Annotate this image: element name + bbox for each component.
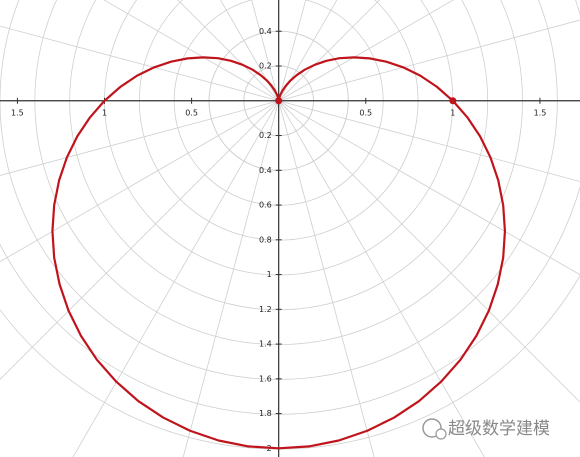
point	[275, 97, 283, 105]
radial-grid-line	[278, 100, 580, 276]
y-tick-label: 0.6	[259, 201, 272, 210]
radial-grid-line	[103, 0, 279, 102]
curve	[51, 56, 507, 450]
point	[449, 97, 457, 105]
y-tick-label: 1.4	[259, 340, 272, 349]
radial-grid-line	[278, 0, 307, 101]
y-tick-label: 0.2	[259, 131, 272, 140]
x-tick-label: 1	[102, 108, 107, 117]
x-tick-label: 0.5	[185, 108, 198, 117]
radial-grid-line	[278, 100, 485, 457]
radial-grid-line	[278, 0, 338, 101]
radial-grid-line	[0, 100, 279, 381]
radial-grid-line	[278, 0, 381, 102]
y-tick-label: 1.6	[259, 374, 272, 383]
watermark: 超级数学建模	[448, 419, 550, 439]
watermark-group: 超级数学建模	[422, 418, 550, 440]
radial-grid-line	[220, 0, 280, 101]
y-tick-label: 0.4	[259, 27, 272, 36]
radial-grid-line	[278, 0, 455, 102]
radial-grid-line	[177, 0, 279, 102]
radial-grid-line	[0, 25, 279, 102]
radial-grid-line	[0, 100, 279, 263]
grid-circle	[0, 0, 580, 415]
watermark-icon	[435, 428, 447, 440]
radial-grid-line	[278, 19, 580, 102]
y-tick-label: 0.4	[259, 166, 272, 175]
y-tick-label: 0.2	[259, 62, 272, 71]
radial-grid-line	[278, 100, 375, 457]
radial-grid-line	[251, 0, 280, 101]
radial-grid-line	[0, 100, 279, 176]
radial-grid-line	[72, 100, 280, 457]
x-tick-label: 1	[450, 108, 455, 117]
y-tick-label: 1.8	[259, 409, 272, 418]
y-tick-label: 1	[267, 270, 272, 279]
x-tick-label: 1.5	[11, 108, 24, 117]
radial-grid-line	[278, 100, 580, 182]
radial-grid-line	[182, 100, 280, 457]
y-tick-label: 0.8	[259, 235, 272, 244]
y-tick-label: 1.2	[259, 305, 272, 314]
x-tick-label: 0.5	[359, 108, 372, 117]
curves	[51, 56, 507, 450]
watermark-icon	[422, 418, 442, 438]
x-tick-label: 1.5	[534, 108, 547, 117]
radial-grid-line	[278, 100, 580, 403]
